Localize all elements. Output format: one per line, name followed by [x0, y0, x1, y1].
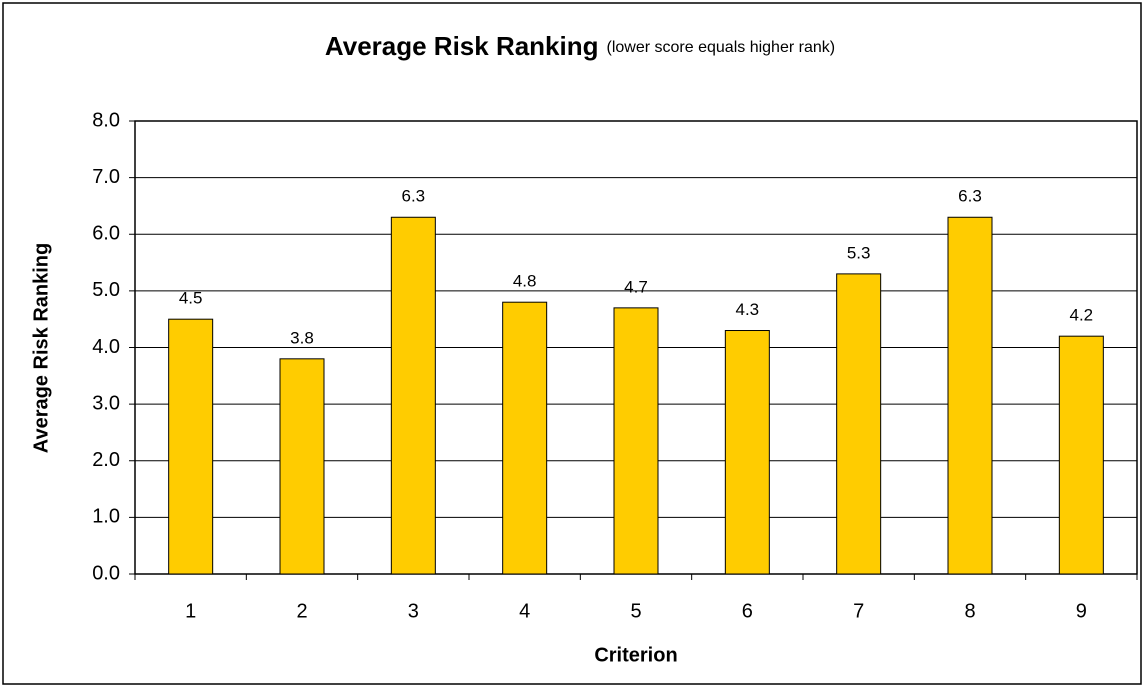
bar — [947, 216, 993, 575]
x-tick-label: 9 — [1076, 600, 1087, 622]
chart-subtitle: (lower score equals higher rank) — [607, 39, 836, 56]
y-tick-label: 8.0 — [92, 109, 120, 131]
bar — [502, 301, 548, 575]
x-tick-label: 2 — [296, 600, 307, 622]
y-tick-label: 4.0 — [92, 336, 120, 358]
x-tick-label: 1 — [185, 600, 196, 622]
bar — [1058, 335, 1104, 575]
data-label: 6.3 — [958, 187, 982, 206]
data-label: 4.3 — [736, 300, 760, 319]
y-tick-label: 2.0 — [92, 449, 120, 471]
bar — [168, 318, 214, 575]
y-tick-label: 5.0 — [92, 279, 120, 301]
bar — [836, 273, 882, 575]
data-label: 4.7 — [624, 277, 648, 296]
y-axis-label: Average Risk Ranking — [30, 243, 52, 453]
x-tick-label: 4 — [519, 600, 530, 622]
data-label: 3.8 — [290, 328, 314, 347]
data-label: 4.2 — [1070, 306, 1094, 325]
x-tick-label: 7 — [853, 600, 864, 622]
y-tick-label: 0.0 — [92, 562, 120, 584]
bar — [613, 307, 659, 575]
x-axis-label: Criterion — [594, 644, 677, 666]
data-label: 5.3 — [847, 243, 871, 262]
chart-title: Average Risk Ranking — [325, 31, 599, 61]
bar — [279, 358, 325, 575]
chart-title-group: Average Risk Ranking (lower score equals … — [325, 31, 835, 61]
data-label: 4.8 — [513, 272, 537, 291]
y-tick-label: 6.0 — [92, 223, 120, 245]
y-tick-label: 1.0 — [92, 506, 120, 528]
bar — [724, 330, 770, 575]
x-tick-label: 6 — [742, 600, 753, 622]
data-label: 4.5 — [179, 289, 203, 308]
x-tick-label: 5 — [630, 600, 641, 622]
y-tick-label: 3.0 — [92, 392, 120, 414]
data-label: 6.3 — [402, 187, 426, 206]
y-tick-label: 7.0 — [92, 166, 120, 188]
x-tick-label: 8 — [964, 600, 975, 622]
x-tick-label: 3 — [408, 600, 419, 622]
bar — [390, 216, 436, 575]
